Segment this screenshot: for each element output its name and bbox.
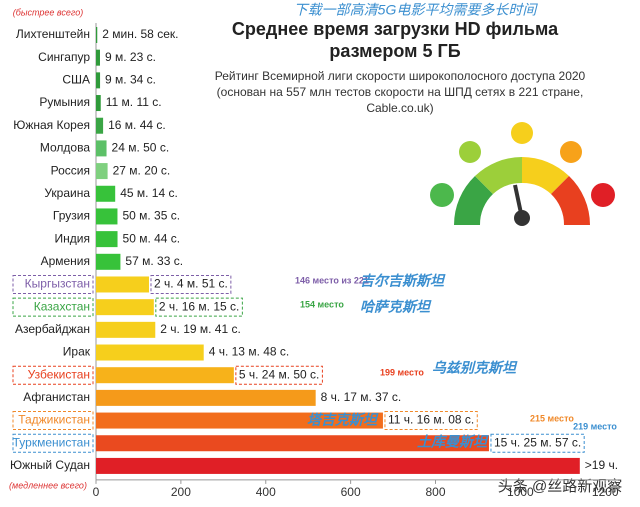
- category-label: Узбекистан: [28, 367, 90, 381]
- value-box: [490, 433, 585, 453]
- bar: [96, 163, 108, 180]
- category-label: Молдова: [40, 141, 90, 155]
- bar: [96, 95, 101, 112]
- value-label: 4 ч. 13 м. 48 с.: [209, 345, 290, 359]
- value-label: 45 м. 14 с.: [120, 186, 178, 200]
- category-label: Азербайджан: [15, 322, 90, 336]
- bar: [96, 389, 316, 406]
- bar: [96, 49, 100, 66]
- x-tick-label: 200: [171, 485, 191, 499]
- bar: [96, 117, 104, 134]
- rank-note: 215 место: [530, 413, 574, 423]
- category-label: Южная Корея: [13, 118, 90, 132]
- bar: [96, 457, 580, 474]
- category-label: Индия: [55, 231, 90, 245]
- category-label: Афганистан: [23, 390, 90, 404]
- category-label: Армения: [41, 254, 90, 268]
- value-box: [155, 297, 243, 317]
- category-label: Россия: [51, 163, 90, 177]
- category-label: Украина: [44, 186, 90, 200]
- value-box: [235, 365, 323, 385]
- value-label: 50 м. 35 с.: [122, 209, 180, 223]
- category-label: Румыния: [39, 95, 90, 109]
- chart-title-cn: 下载一部高清5G电影平均需要多长时间: [294, 2, 539, 18]
- bottom-note: (медленнее всего): [9, 480, 87, 490]
- x-tick-label: 600: [341, 485, 361, 499]
- category-label: США: [62, 73, 90, 87]
- rank-note: 199 место: [380, 367, 424, 377]
- category-label: Ирак: [63, 345, 91, 359]
- bar: [96, 185, 116, 202]
- chart-title: размером 5 ГБ: [329, 41, 460, 61]
- x-tick-label: 1000: [507, 485, 534, 499]
- chinese-name: 哈萨克斯坦: [360, 299, 432, 315]
- x-tick-label: 0: [93, 485, 100, 499]
- rank-note: 219 место: [573, 421, 617, 431]
- bar: [96, 435, 489, 452]
- value-label: 16 м. 44 с.: [108, 118, 166, 132]
- chart-title: Среднее время загрузки HD фильма: [232, 19, 559, 39]
- x-tick-label: 1200: [592, 485, 619, 499]
- subtitle: (основан на 557 млн тестов скорости на Ш…: [217, 85, 584, 99]
- category-label: Таджикистан: [18, 413, 90, 427]
- bar: [96, 344, 204, 361]
- value-label: >19 ч.: [585, 458, 618, 472]
- label-box: [12, 411, 94, 431]
- category-label: Сингапур: [38, 50, 90, 64]
- bar: [96, 367, 234, 384]
- chinese-name: 土库曼斯坦: [417, 434, 489, 450]
- category-label: Южный Судан: [10, 458, 90, 472]
- subtitle: Рейтинг Всемирной лиги скорости широкопо…: [215, 69, 586, 83]
- value-label: 15 ч. 25 м. 57 с.: [494, 435, 581, 449]
- value-box: [150, 274, 232, 294]
- bar: [96, 72, 101, 89]
- label-box: [12, 274, 94, 294]
- category-label: Грузия: [53, 209, 90, 223]
- bar: [96, 321, 156, 338]
- bar: [96, 276, 149, 293]
- bar: [96, 208, 118, 225]
- value-label: 27 м. 20 с.: [113, 163, 171, 177]
- value-label: 11 м. 11 с.: [106, 95, 162, 109]
- bar: [96, 253, 121, 270]
- value-label: 24 м. 50 с.: [112, 141, 170, 155]
- value-label: 2 мин. 58 сек.: [102, 27, 178, 41]
- subtitle: Cable.co.uk): [366, 101, 433, 115]
- label-box: [12, 297, 94, 317]
- category-label: Казахстан: [34, 299, 90, 313]
- category-label: Туркменистан: [13, 435, 90, 449]
- x-tick-label: 800: [425, 485, 445, 499]
- category-label: Лихтенштейн: [16, 27, 90, 41]
- value-label: 2 ч. 16 м. 15 с.: [159, 299, 240, 313]
- chinese-name: 吉尔吉斯斯坦: [360, 273, 446, 289]
- top-note: (быстрее всего): [13, 7, 83, 17]
- value-label: 5 ч. 24 м. 50 с.: [239, 367, 320, 381]
- value-label: 2 ч. 4 м. 51 с.: [154, 277, 228, 291]
- value-label: 50 м. 44 с.: [123, 231, 181, 245]
- bar: [96, 27, 98, 43]
- bar: [96, 140, 107, 157]
- chinese-name: 塔吉克斯坦: [307, 412, 379, 428]
- value-box: [384, 411, 478, 431]
- value-label: 9 м. 23 с.: [105, 50, 156, 64]
- x-tick-label: 400: [256, 485, 276, 499]
- bar: [96, 231, 118, 248]
- category-label: Кыргызстан: [25, 277, 90, 291]
- bar: [96, 299, 154, 316]
- bar: [96, 412, 383, 429]
- label-box: [12, 365, 94, 385]
- value-label: 2 ч. 19 м. 41 с.: [160, 322, 241, 336]
- rank-note: 154 место: [300, 299, 344, 309]
- label-box: [12, 433, 94, 453]
- value-label: 8 ч. 17 м. 37 с.: [321, 390, 402, 404]
- value-label: 57 м. 33 с.: [125, 254, 183, 268]
- watermark: 头条 @丝路新观察: [498, 477, 622, 495]
- value-label: 11 ч. 16 м. 08 с.: [388, 413, 474, 427]
- rank-note: 146 место из 221: [295, 275, 369, 285]
- value-label: 9 м. 34 с.: [105, 73, 156, 87]
- gauge-icon: [430, 122, 615, 226]
- chinese-name: 乌兹别克斯坦: [432, 360, 518, 376]
